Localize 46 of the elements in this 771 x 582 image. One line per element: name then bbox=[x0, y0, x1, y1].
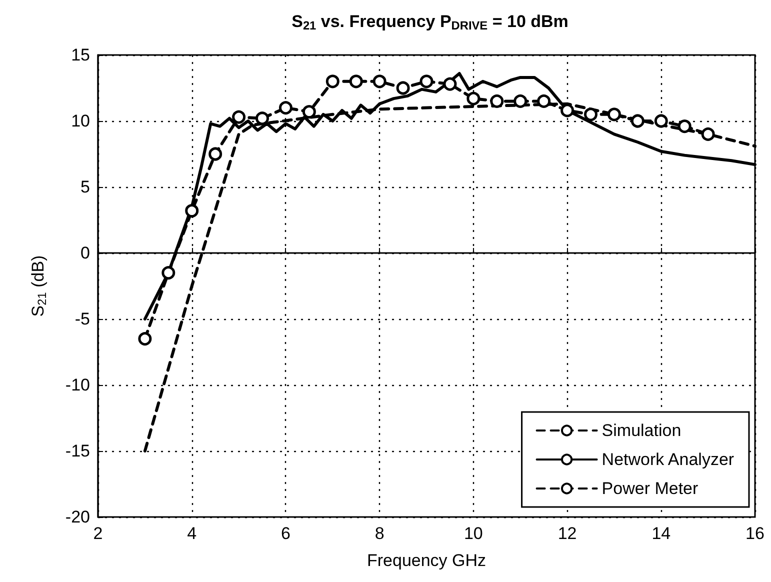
point bbox=[701, 127, 715, 141]
point bbox=[420, 74, 434, 88]
y-tick-label: -5 bbox=[74, 310, 90, 328]
point bbox=[349, 74, 363, 88]
legend-label: Power Meter bbox=[602, 479, 698, 498]
point bbox=[208, 147, 222, 161]
point bbox=[584, 108, 598, 122]
point bbox=[138, 332, 152, 346]
point bbox=[278, 101, 292, 115]
y-tick-label: 5 bbox=[80, 178, 90, 196]
point bbox=[630, 114, 644, 128]
point bbox=[396, 81, 410, 95]
point bbox=[466, 92, 480, 106]
point bbox=[490, 94, 504, 108]
point bbox=[232, 110, 246, 124]
legend-label: Simulation bbox=[602, 421, 682, 440]
y-tick-label: -10 bbox=[65, 376, 90, 394]
point bbox=[256, 112, 269, 126]
x-axis-title: Frequency GHz bbox=[366, 551, 486, 570]
y-tick-label: 10 bbox=[71, 112, 90, 130]
y-axis-title: S21 (dB) bbox=[28, 255, 49, 317]
point bbox=[607, 108, 621, 122]
x-tick-label: 8 bbox=[374, 524, 384, 543]
point bbox=[678, 120, 692, 134]
legend-label: Network Analyzer bbox=[602, 450, 734, 469]
y-tick-label: 0 bbox=[80, 244, 90, 262]
y-tick-label: 15 bbox=[71, 46, 90, 64]
point bbox=[514, 94, 528, 108]
point bbox=[372, 74, 386, 88]
point bbox=[162, 266, 176, 280]
point bbox=[443, 77, 457, 91]
x-tick-label: 12 bbox=[558, 524, 577, 543]
x-tick-label: 6 bbox=[280, 524, 290, 543]
x-tick-label: 16 bbox=[746, 524, 764, 543]
point bbox=[185, 204, 199, 218]
x-tick-label: 10 bbox=[464, 524, 483, 543]
point bbox=[654, 114, 668, 128]
x-tick-label: 14 bbox=[652, 524, 671, 543]
point bbox=[302, 105, 316, 119]
y-tick-label: -20 bbox=[65, 508, 90, 526]
point bbox=[537, 94, 551, 108]
x-tick-label: 2 bbox=[93, 524, 103, 543]
x-tick-label: 4 bbox=[187, 524, 197, 543]
y-tick-label: -15 bbox=[65, 442, 90, 460]
point bbox=[326, 74, 340, 88]
point bbox=[560, 104, 574, 118]
